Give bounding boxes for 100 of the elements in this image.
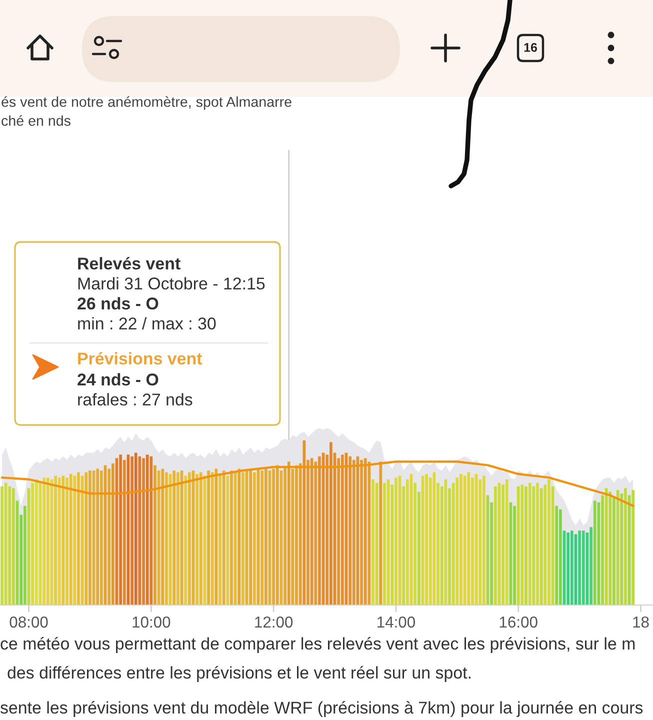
bar bbox=[260, 470, 264, 605]
bar bbox=[417, 492, 420, 605]
bar bbox=[176, 472, 180, 605]
chart-subtitle: ché en nds bbox=[2, 115, 70, 126]
bar bbox=[593, 500, 596, 605]
bar bbox=[298, 463, 302, 605]
bar bbox=[482, 476, 486, 605]
bar bbox=[456, 478, 459, 605]
bar bbox=[20, 514, 23, 605]
bar bbox=[536, 482, 539, 605]
chart-title: és vent de notre anémomètre, spot Almanarre bbox=[2, 96, 292, 110]
bar bbox=[249, 468, 252, 605]
bar bbox=[494, 486, 497, 605]
text: Mardi 31 Octobre - 12:15 bbox=[78, 277, 265, 290]
bar bbox=[632, 490, 635, 605]
bar bbox=[272, 468, 275, 605]
x-tick-label: 12:00 bbox=[255, 616, 293, 628]
bar bbox=[35, 479, 38, 605]
bar bbox=[54, 476, 57, 605]
bar bbox=[467, 472, 470, 605]
bar bbox=[264, 466, 268, 605]
bar bbox=[146, 454, 149, 605]
bar bbox=[42, 478, 46, 605]
bar bbox=[24, 506, 26, 605]
bar bbox=[46, 478, 50, 605]
bar bbox=[295, 465, 298, 605]
text: 24 nds - O bbox=[78, 373, 158, 386]
text: ce météo vous permettant de comparer les relevés vent avec les prévisions, sur le m bbox=[0, 637, 635, 653]
bar bbox=[88, 470, 92, 605]
bar bbox=[210, 472, 214, 605]
bar bbox=[199, 472, 202, 605]
x-tick-label: 16:00 bbox=[500, 616, 538, 628]
x-tick-label: 14:00 bbox=[378, 616, 415, 628]
x-tick-label: 10:00 bbox=[132, 616, 170, 628]
bar bbox=[383, 482, 386, 605]
bar bbox=[122, 460, 126, 605]
bar bbox=[238, 468, 241, 605]
bar bbox=[524, 486, 528, 605]
bar bbox=[379, 462, 382, 605]
bar bbox=[58, 478, 61, 605]
text: rafales : 27 nds bbox=[78, 393, 192, 406]
bar bbox=[440, 486, 444, 605]
bar bbox=[372, 479, 374, 605]
bar bbox=[218, 474, 222, 605]
bar bbox=[612, 497, 616, 605]
bar bbox=[112, 463, 114, 605]
bar bbox=[548, 479, 550, 605]
text: Relevés vent bbox=[78, 256, 180, 270]
bar bbox=[528, 482, 532, 605]
bar bbox=[165, 472, 168, 605]
bar bbox=[375, 482, 378, 605]
bar bbox=[154, 465, 156, 605]
bar bbox=[516, 486, 520, 605]
bar bbox=[532, 486, 536, 605]
bar bbox=[460, 474, 462, 605]
bar bbox=[188, 472, 191, 605]
bar bbox=[222, 470, 226, 605]
bar bbox=[394, 478, 398, 605]
bar bbox=[436, 482, 440, 605]
bar bbox=[624, 488, 627, 605]
bar bbox=[172, 470, 176, 605]
bar bbox=[604, 488, 608, 605]
bar bbox=[230, 470, 233, 605]
bar bbox=[100, 470, 103, 605]
bar bbox=[340, 454, 344, 605]
bar bbox=[318, 456, 321, 605]
bar bbox=[448, 488, 451, 605]
bar bbox=[77, 472, 80, 605]
text: min : 22 / max : 30 bbox=[78, 317, 216, 330]
bar bbox=[590, 527, 592, 605]
text: 26 nds - O bbox=[78, 297, 158, 310]
bar bbox=[352, 460, 356, 605]
bar bbox=[360, 460, 363, 605]
bar bbox=[66, 478, 68, 605]
bar bbox=[390, 484, 394, 605]
bar bbox=[31, 482, 34, 605]
bar bbox=[0, 486, 4, 605]
bar bbox=[196, 474, 198, 605]
bar bbox=[8, 486, 12, 605]
bar bbox=[608, 492, 612, 605]
bar bbox=[73, 476, 76, 605]
bar bbox=[142, 458, 145, 605]
bar bbox=[620, 494, 624, 605]
text: sente les prévisions vent du modèle WRF (précisions à 7km) pour la journée en cours bbox=[0, 701, 643, 717]
x-tick-label: 08:00 bbox=[10, 616, 48, 628]
bar bbox=[12, 488, 15, 605]
bar bbox=[119, 454, 122, 605]
bar bbox=[348, 456, 352, 605]
bar bbox=[402, 486, 406, 605]
bar bbox=[490, 502, 493, 605]
bar bbox=[559, 509, 562, 605]
bar bbox=[207, 470, 210, 605]
bar bbox=[555, 506, 558, 605]
bar bbox=[130, 456, 134, 605]
bar bbox=[502, 484, 504, 605]
text: des différences entre les prévisions et le vent réel sur un spot. bbox=[8, 666, 470, 682]
bar bbox=[184, 476, 188, 605]
bar bbox=[287, 462, 290, 605]
bar bbox=[414, 482, 416, 605]
bar bbox=[161, 468, 164, 605]
